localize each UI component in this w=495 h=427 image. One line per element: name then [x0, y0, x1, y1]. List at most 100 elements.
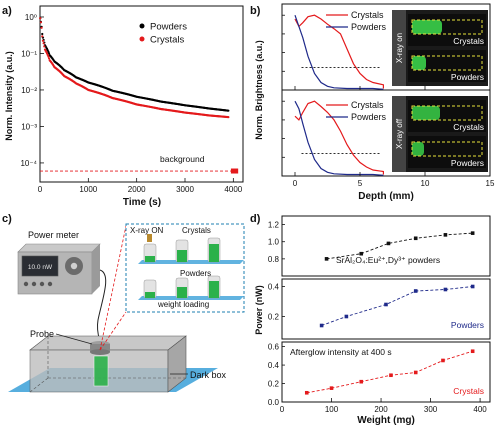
photo-label-powders: Powders [451, 72, 484, 82]
ytick-label: 0.2 [268, 380, 280, 389]
xtick-label: 2000 [128, 185, 146, 194]
inset-side-band [392, 96, 406, 172]
panel-a-xticks: 0 1000 2000 3000 4000 [38, 178, 243, 194]
xtick-label: 0 [293, 179, 298, 188]
ytick-label: 10⁻³ [21, 122, 37, 131]
panel-b-top-legend: Crystals Powders [326, 10, 387, 32]
sub3-label: Crystals [453, 386, 484, 396]
panel-d-ylabel: Power (nW) [254, 285, 264, 335]
inset-side-band [392, 10, 406, 86]
panel-a-letter: a) [2, 5, 12, 17]
data-point [47, 50, 50, 53]
dark-box [8, 335, 218, 393]
vial-fill [145, 292, 155, 298]
meter-button [39, 281, 45, 287]
darkbox-label: Dark box [190, 370, 227, 380]
legend-label-crystals: Crystals [351, 100, 384, 110]
vial-fill [177, 250, 187, 262]
sample-tube [93, 355, 109, 387]
data-point [324, 257, 329, 261]
meter-top [17, 243, 101, 253]
glow-crystals [412, 106, 440, 120]
photo-label-crystals: Crystals [453, 122, 484, 132]
legend-marker-powders [139, 23, 145, 29]
panel-d: d) 0 100 200 300 400 0.81.01.20.20.40.00.20.… [250, 213, 491, 426]
ytick-label: 0.4 [268, 283, 280, 292]
panel-d-yticks: 0.8 1.0 1.2 0.2 0.4 0.0 0.2 0.4 0.6 [268, 221, 285, 407]
data-point [47, 52, 51, 55]
panel-a: a) 10⁰ 10⁻¹ 10⁻² 10⁻³ 10⁻⁴ 0 1000 2000 3000 4000… [2, 5, 244, 208]
xtick-label: 100 [325, 405, 339, 414]
panel-a-legend: Powders Crystals [139, 22, 187, 46]
data-point [359, 379, 364, 384]
data-point [443, 233, 448, 237]
legend-label-powders: Powders [351, 112, 387, 122]
inset-side-label: X-ray off [395, 118, 404, 149]
series-line [326, 232, 473, 260]
xray-source [147, 234, 152, 242]
meter-reading: 10.0 nW [28, 264, 53, 271]
probe-arrow [55, 333, 93, 345]
data-point [41, 39, 45, 42]
legend-marker-crystals [139, 36, 145, 42]
probe-bottom [90, 349, 110, 355]
data-point [389, 373, 393, 378]
data-point [227, 116, 230, 119]
panel-b-top-series [294, 14, 384, 90]
data-point [359, 251, 364, 256]
meter-button [31, 281, 37, 287]
meter-button [23, 281, 29, 287]
panel-b-yticks [282, 14, 285, 158]
xtick-label: 5 [358, 179, 363, 188]
roi-box [411, 105, 483, 121]
data-point [470, 231, 475, 235]
panel-d-xticks: 0 100 200 300 400 [280, 398, 487, 414]
series-powders [294, 15, 384, 90]
data-point [386, 241, 391, 246]
roi-box [411, 141, 483, 157]
background-label: background [160, 154, 205, 164]
xtick-label: 1000 [79, 185, 97, 194]
data-point [46, 53, 49, 56]
panel-d-sub3-frame [281, 341, 491, 403]
xtick-label: 4000 [224, 185, 242, 194]
data-point [42, 42, 45, 45]
data-point [41, 35, 44, 38]
inset-crystals-label: Crystals [182, 226, 211, 235]
inset-powders-label: Powders [180, 269, 211, 278]
data-point [41, 32, 44, 36]
vial-fill [177, 287, 187, 298]
data-point [413, 236, 418, 241]
xtick-label: 400 [473, 405, 487, 414]
probe-body [90, 344, 110, 352]
data-point [304, 390, 309, 395]
data-point [413, 370, 418, 375]
series-crystals [294, 100, 384, 175]
data-point [43, 45, 46, 48]
data-point [413, 289, 418, 293]
roi-box [411, 55, 483, 71]
legend-label-powders: Powders [150, 22, 187, 33]
panel-b: b) 0 5 10 15 Norm. Brightness (a.u.) Depth … [250, 3, 495, 202]
panel-a-xlabel: Time (s) [123, 197, 161, 208]
sub1-label: SrAl₂O₄:Eu²⁺,Dy³⁺ powders [336, 255, 440, 265]
data-point [344, 314, 349, 319]
roi-box [411, 19, 483, 35]
ytick-label: 0.6 [268, 343, 280, 352]
series-3 [304, 349, 475, 395]
panel-d-xlabel: Weight (mg) [357, 415, 415, 426]
series-crystals [39, 17, 230, 119]
data-point [47, 57, 51, 60]
ytick-label: 10⁻¹ [21, 49, 37, 58]
series-line [321, 286, 473, 326]
data-point [39, 17, 42, 20]
photo-label-crystals: Crystals [453, 36, 484, 46]
panel-d-letter: d) [250, 213, 261, 225]
series-powders [294, 100, 384, 176]
data-point [470, 349, 475, 354]
inset-xray-label: X-ray ON [130, 226, 164, 235]
meter-side [92, 244, 100, 294]
panel-b-ylabel: Norm. Brightness (a.u.) [254, 40, 264, 140]
panel-c-letter: c) [2, 213, 12, 225]
ytick-label: 0.8 [268, 255, 280, 264]
